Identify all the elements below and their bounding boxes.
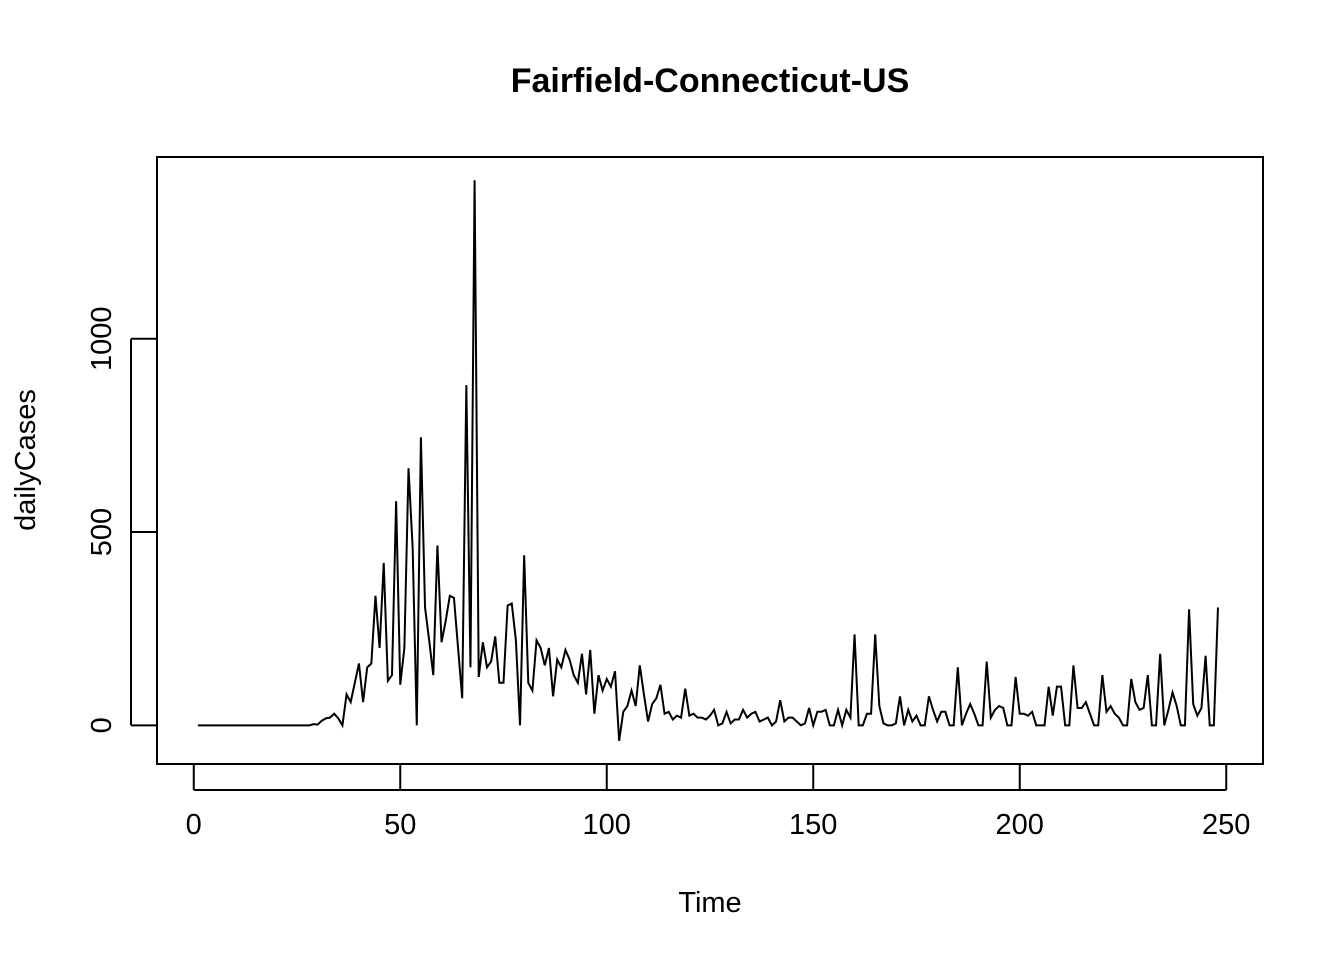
y-axis-label: dailyCases: [10, 389, 42, 531]
y-tick-label: 0: [86, 717, 118, 733]
y-tick-label: 1000: [86, 306, 118, 371]
x-tick-label: 100: [583, 809, 631, 841]
x-tick-label: 50: [384, 809, 416, 841]
chart-title: Fairfield-Connecticut-US: [511, 62, 910, 100]
y-axis: 0 500 1000: [86, 306, 157, 733]
x-axis: 0 50 100 150 200 250: [186, 764, 1250, 841]
x-tick-label: 200: [996, 809, 1044, 841]
x-axis-label: Time: [678, 887, 741, 919]
daily-cases-line: [197, 180, 1219, 741]
x-tick-label: 0: [186, 809, 202, 841]
plot-frame: [156, 156, 1264, 765]
x-tick-label: 150: [789, 809, 837, 841]
x-tick-label: 250: [1202, 809, 1250, 841]
y-tick-label: 500: [86, 508, 118, 556]
